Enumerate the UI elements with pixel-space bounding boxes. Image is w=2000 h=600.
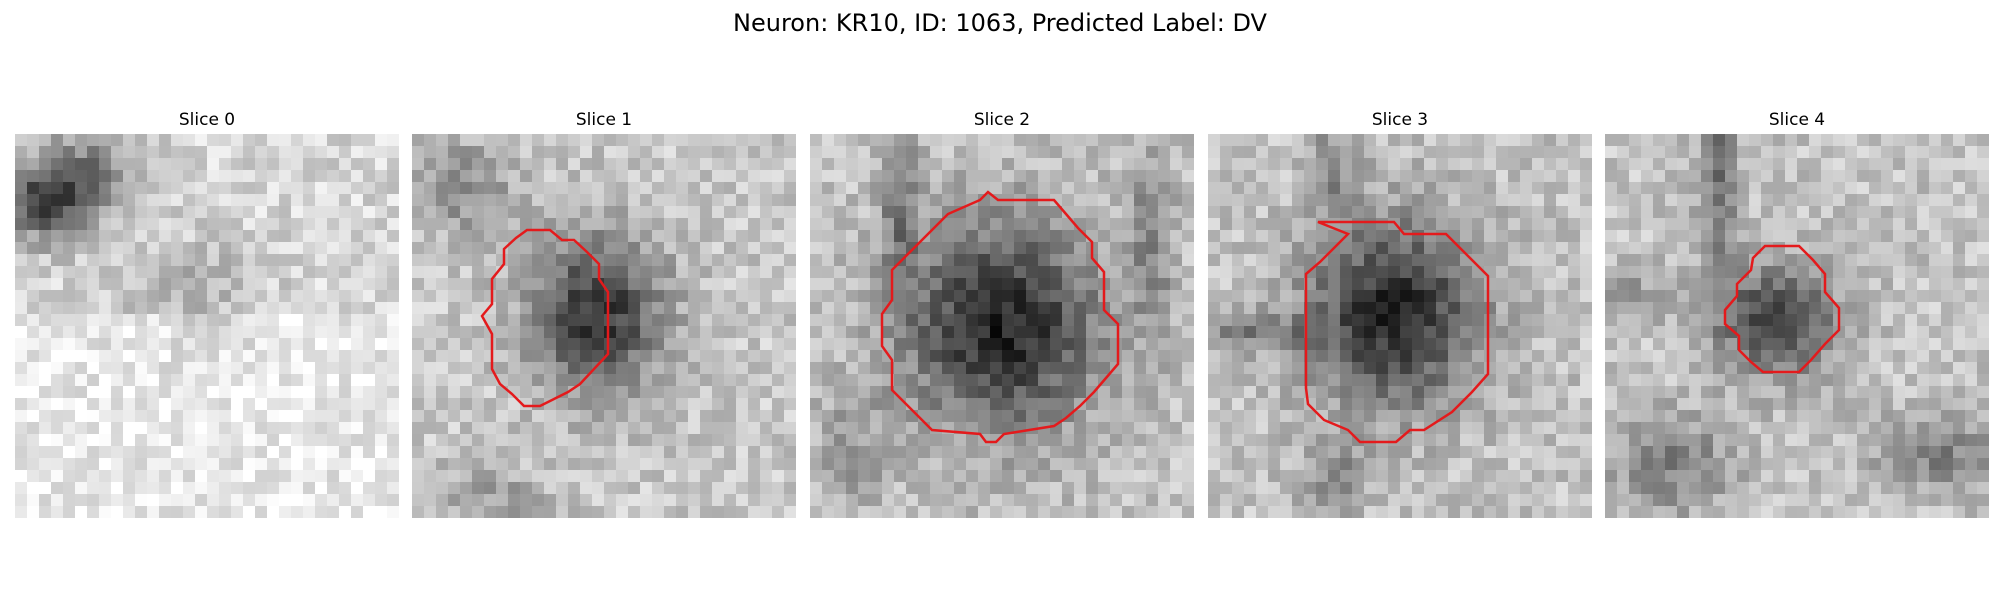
slice-image [1605,134,1989,518]
slice-panel-4: Slice 4 [1605,108,1989,520]
cell-contour [1304,220,1490,444]
contour-outline [880,190,1120,444]
slice-title: Slice 1 [575,110,633,130]
grayscale-image [1208,134,1592,518]
slice-title: Slice 0 [178,110,236,130]
figure-title: Neuron: KR10, ID: 1063, Predicted Label:… [733,9,1267,37]
slice-panel-0: Slice 0 [15,108,399,520]
grayscale-image [412,134,796,518]
slice-panel-1: Slice 1 [412,108,796,520]
contour-outline [480,228,610,408]
slice-image [810,134,1194,518]
slice-image [15,134,399,518]
slice-title: Slice 4 [1768,110,1826,130]
grayscale-image [1605,134,1989,518]
grayscale-image [15,134,399,518]
slice-image [1208,134,1592,518]
cell-contour [880,190,1120,444]
cell-contour [480,228,610,408]
contour-outline [1304,220,1490,444]
slice-panel-3: Slice 3 [1208,108,1592,520]
slice-panel-2: Slice 2 [810,108,1194,520]
grayscale-image [810,134,1194,518]
slice-title: Slice 2 [973,110,1031,130]
slice-image [412,134,796,518]
cell-contour [1723,244,1841,374]
slice-title: Slice 3 [1371,110,1429,130]
contour-outline [1723,244,1841,374]
